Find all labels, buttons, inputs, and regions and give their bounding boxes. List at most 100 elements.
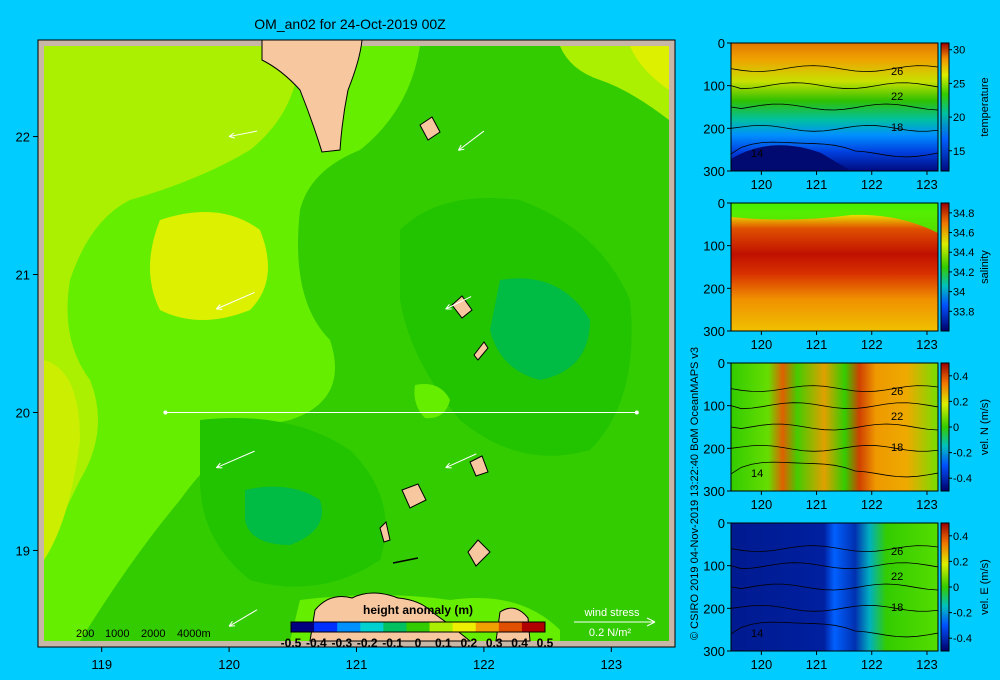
- section-x-tick-label: 122: [861, 657, 883, 672]
- map-y-tick-label: 22: [16, 130, 30, 145]
- contour-label: 18: [891, 602, 903, 614]
- colorbar-tick-label: -0.2: [357, 636, 378, 650]
- colorbar-tick-label: 0.1: [435, 636, 452, 650]
- contour-label: 22: [891, 411, 903, 423]
- section-contour: [730, 385, 939, 392]
- contour-label: 18: [891, 442, 903, 454]
- section-x-tick-label: 122: [861, 337, 883, 352]
- section-y-tick-label: 100: [703, 399, 725, 414]
- section-frame: [730, 362, 939, 492]
- contour-label: 14: [751, 628, 763, 640]
- section-contour: [730, 423, 939, 431]
- section-variable-label: vel. N (m/s): [979, 399, 991, 455]
- section-variable-label: temperature: [979, 77, 991, 136]
- section-colorbar-tick-label: 0.2: [953, 396, 968, 408]
- section-y-tick-label: 200: [703, 121, 725, 136]
- section-x-tick-label: 120: [751, 657, 773, 672]
- section-colorbar-tick-label: 25: [953, 78, 965, 90]
- section-y-tick-label: 200: [703, 601, 725, 616]
- section-x-tick-label: 123: [916, 497, 938, 512]
- section-x-tick-label: 121: [806, 497, 828, 512]
- section-colorbar-tick-label: -0.4: [953, 473, 972, 485]
- contour-label: 18: [891, 122, 903, 134]
- section-contour: [730, 583, 939, 591]
- map-y-tick-label: 19: [16, 543, 30, 558]
- section-frame: [730, 202, 939, 332]
- section-contour: [730, 621, 939, 638]
- section-field: [731, 363, 938, 491]
- map-y-tick-label: 21: [16, 268, 30, 283]
- colorbar-swatch: [429, 622, 454, 632]
- ssh-region: [245, 486, 322, 545]
- land-island: [451, 295, 473, 319]
- section-x-tick-label: 120: [751, 177, 773, 192]
- wind-vector: [445, 296, 472, 310]
- section-colorbar-tick-label: -0.2: [953, 448, 972, 460]
- section-x-tick-label: 123: [916, 657, 938, 672]
- depth-legend-2000: 2000: [141, 628, 165, 640]
- section-y-tick-label: 100: [703, 559, 725, 574]
- section-frame: [730, 42, 939, 172]
- colorbar-swatch: [383, 622, 407, 632]
- ssh-region: [414, 384, 450, 419]
- colorbar-tick-label: 0.2: [460, 636, 477, 650]
- section-colorbar: [940, 362, 950, 492]
- section-contour: [730, 461, 939, 478]
- ssh-region: [44, 360, 80, 560]
- section-colorbar-tick-label: 34.4: [953, 247, 974, 259]
- colorbar-tick-label: -0.5: [281, 636, 302, 650]
- section-panel-1: 26 22 18 14 120 121 122 123 0 100 200 300 30 25 20 15 te…: [703, 36, 991, 192]
- section-fresh-layer: [731, 203, 938, 233]
- section-y-tick-label: 0: [718, 196, 725, 211]
- section-colorbar: [940, 202, 950, 332]
- section-panel-4: 26 22 18 14 120 121 122 123 0 100 200 300 0.4 0.2 0 -0.…: [703, 516, 991, 672]
- section-panel-3: 26 22 18 14 120 121 122 123 0 100 200 300 0.4 0.2 0 -0.…: [703, 356, 991, 512]
- section-contour: [730, 103, 939, 111]
- section-contour: [730, 65, 939, 72]
- colorbar-tick-label: -0.1: [382, 636, 403, 650]
- section-colorbar-tick-label: 33.8: [953, 306, 974, 318]
- section-variable-label: salinity: [979, 250, 991, 284]
- section-y-tick-label: 200: [703, 441, 725, 456]
- wind-stress-label: wind stress: [583, 607, 640, 619]
- wind-stress-scale: 0.2 N/m²: [589, 627, 632, 639]
- map-axes: 119 120 121 122 123 19 20 21 22: [16, 130, 623, 672]
- section-x-tick-label: 120: [751, 337, 773, 352]
- map-chart: 119 120 121 122 123 19 20 21 22 200 1000 2000 40…: [16, 39, 676, 672]
- colorbar-tick-label: 0.4: [511, 636, 528, 650]
- depth-legend-1000: 1000: [105, 628, 129, 640]
- section-field: [731, 523, 938, 651]
- wind-vector: [215, 450, 255, 469]
- colorbar-tick-label: 0.5: [537, 636, 554, 650]
- wind-vector: [445, 453, 477, 469]
- section-line-start: [163, 410, 168, 415]
- section-contour: [730, 444, 939, 452]
- contour-label: 26: [891, 66, 903, 78]
- depth-legend-200: 200: [76, 628, 94, 640]
- ssh-region: [44, 46, 300, 560]
- section-x-tick-label: 123: [916, 337, 938, 352]
- section-x-tick-label: 122: [861, 177, 883, 192]
- colorbar-tick-label: -0.3: [331, 636, 352, 650]
- section-y-tick-label: 300: [703, 164, 725, 179]
- land-island: [401, 483, 427, 509]
- section-panels: 26 22 18 14 120 121 122 123 0 100 200 300 30 25 20 15 te…: [703, 36, 991, 672]
- credit-strip: © CSIRO 2019 04-Nov-2019 13:22:40 BoM Oc…: [689, 347, 701, 640]
- contour-label: 22: [891, 91, 903, 103]
- colorbar-tick-label: -0.4: [306, 636, 327, 650]
- contour-label: 26: [891, 386, 903, 398]
- land-island: [392, 557, 419, 564]
- section-y-tick-label: 300: [703, 484, 725, 499]
- wind-vector: [228, 130, 258, 139]
- section-colorbar: [940, 522, 950, 652]
- wind-stress-arrowhead: [646, 617, 656, 627]
- height-anomaly-colorbar: -0.5 -0.4 -0.3 -0.2 -0.1 0 0.1 0.2 0.3 0.4 0.5: [281, 621, 554, 650]
- section-y-tick-label: 100: [703, 79, 725, 94]
- land-island: [469, 455, 489, 477]
- section-colorbar-tick-label: 0: [953, 582, 959, 594]
- depth-legend-4000: 4000m: [177, 628, 211, 640]
- map-x-tick-label: 119: [91, 657, 112, 672]
- section-contour: [730, 141, 939, 158]
- contour-label: 14: [751, 148, 763, 160]
- colorbar-swatch: [452, 622, 477, 632]
